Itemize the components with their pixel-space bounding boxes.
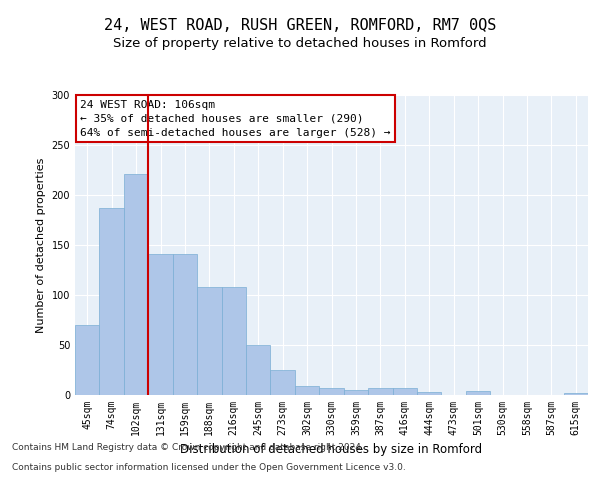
Bar bbox=[75, 325, 100, 395]
Bar bbox=[295, 386, 319, 395]
Y-axis label: Number of detached properties: Number of detached properties bbox=[36, 158, 46, 332]
Bar bbox=[197, 287, 221, 395]
Bar bbox=[319, 388, 344, 395]
X-axis label: Distribution of detached houses by size in Romford: Distribution of detached houses by size … bbox=[181, 444, 482, 456]
Text: Contains HM Land Registry data © Crown copyright and database right 2024.: Contains HM Land Registry data © Crown c… bbox=[12, 442, 364, 452]
Text: 24 WEST ROAD: 106sqm
← 35% of detached houses are smaller (290)
64% of semi-deta: 24 WEST ROAD: 106sqm ← 35% of detached h… bbox=[80, 100, 391, 138]
Bar bbox=[124, 174, 148, 395]
Bar bbox=[173, 254, 197, 395]
Bar bbox=[417, 392, 442, 395]
Bar bbox=[368, 388, 392, 395]
Bar bbox=[392, 388, 417, 395]
Bar bbox=[148, 254, 173, 395]
Text: Contains public sector information licensed under the Open Government Licence v3: Contains public sector information licen… bbox=[12, 462, 406, 471]
Bar bbox=[100, 208, 124, 395]
Text: Size of property relative to detached houses in Romford: Size of property relative to detached ho… bbox=[113, 38, 487, 51]
Bar bbox=[344, 390, 368, 395]
Bar bbox=[221, 287, 246, 395]
Bar bbox=[563, 393, 588, 395]
Text: 24, WEST ROAD, RUSH GREEN, ROMFORD, RM7 0QS: 24, WEST ROAD, RUSH GREEN, ROMFORD, RM7 … bbox=[104, 18, 496, 32]
Bar bbox=[466, 391, 490, 395]
Bar bbox=[271, 370, 295, 395]
Bar bbox=[246, 345, 271, 395]
